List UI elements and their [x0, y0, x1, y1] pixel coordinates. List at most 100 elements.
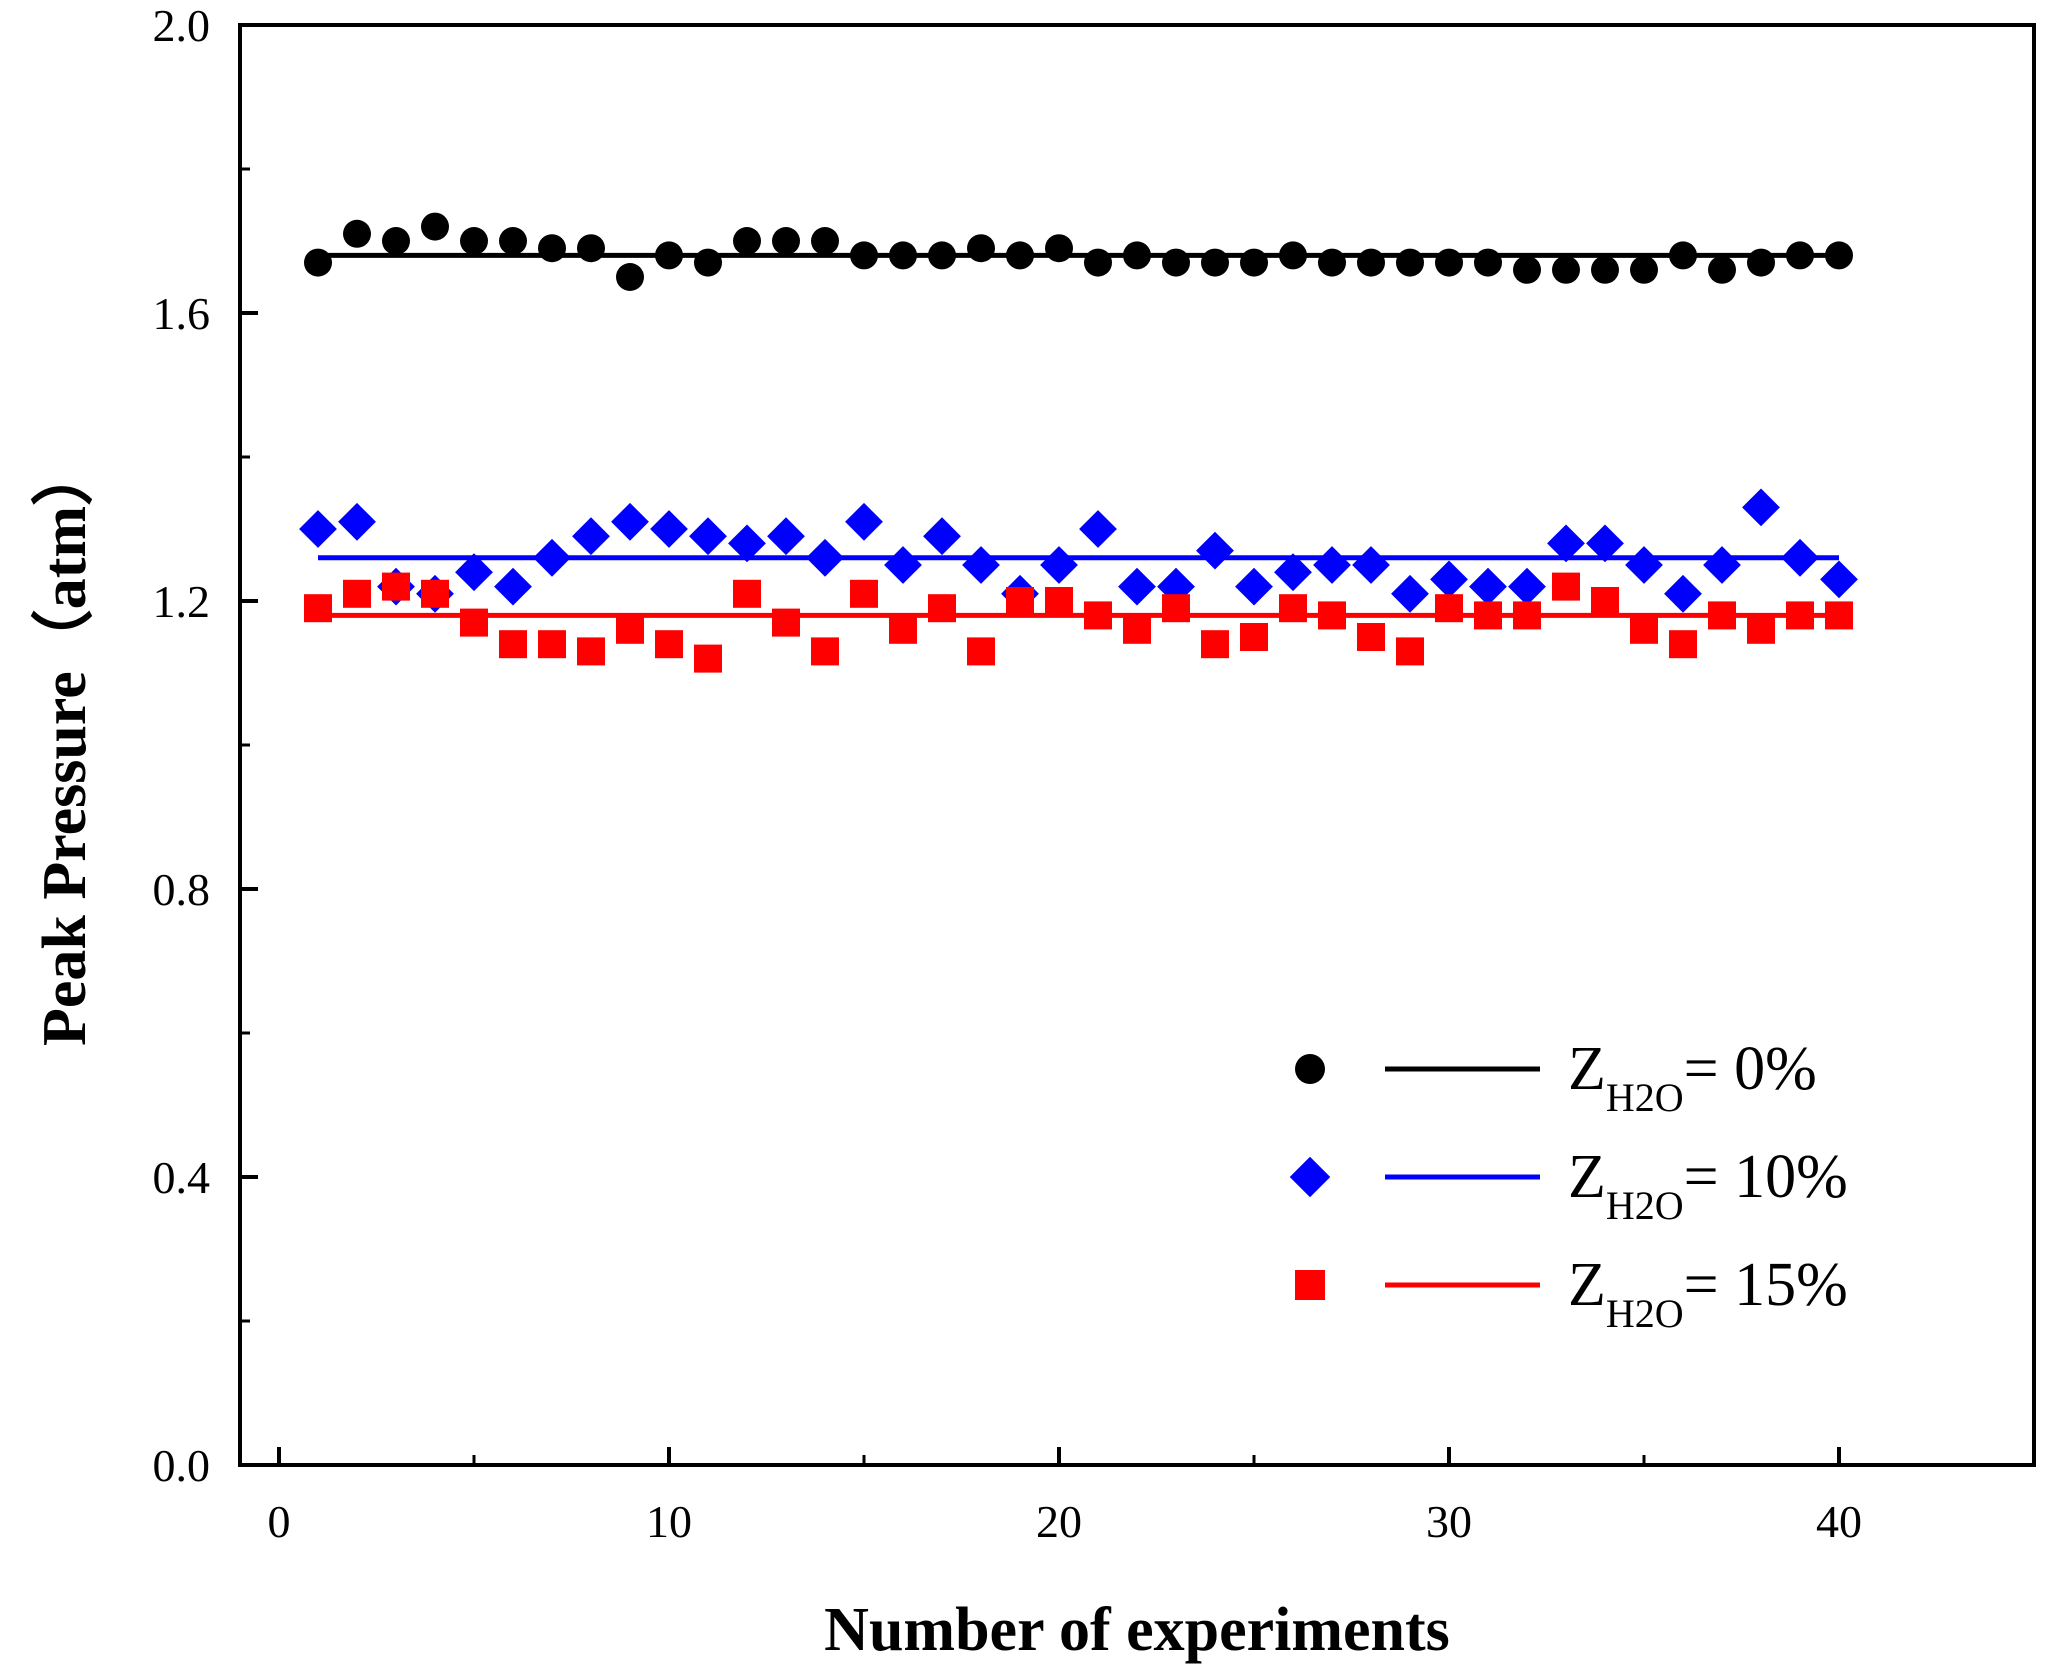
data-point-diamond: [1703, 546, 1741, 584]
data-point-diamond: [1742, 488, 1780, 527]
data-point-square: [382, 572, 410, 601]
x-tick-label: 0: [268, 1496, 291, 1547]
data-point-circle: [655, 241, 683, 270]
data-point-diamond: [884, 546, 922, 584]
data-point-square: [1708, 601, 1736, 630]
data-point-square: [772, 608, 800, 637]
data-point-circle: [850, 241, 878, 270]
data-point-square: [343, 579, 371, 608]
x-tick-label: 20: [1036, 1496, 1082, 1547]
data-point-circle: [382, 227, 410, 255]
data-point-diamond: [923, 517, 961, 556]
data-point-square: [1045, 587, 1073, 615]
data-point-circle: [733, 227, 761, 255]
axes-ticks: 0.0 0.4 0.8 1.2 1.6 2.0 0 10 20 30 40: [153, 0, 1863, 1547]
data-point-diamond: [1469, 567, 1507, 606]
data-point-square: [1513, 601, 1541, 630]
data-point-circle: [1162, 248, 1190, 277]
data-point-diamond: [1313, 546, 1351, 584]
data-point-square: [304, 594, 332, 623]
data-point-diamond: [767, 517, 805, 556]
y-tick-label: 0.4: [153, 1152, 211, 1203]
data-point-circle: [343, 219, 371, 248]
data-point-diamond: [572, 517, 610, 556]
data-point-square: [1295, 1270, 1325, 1300]
data-point-diamond: [1274, 553, 1312, 592]
data-point-diamond: [299, 510, 337, 548]
y-tick-label: 2.0: [153, 0, 211, 51]
data-point-diamond: [1508, 567, 1546, 606]
y-axis-title: Peak Pressure（atm）: [29, 444, 99, 1046]
data-point-square: [967, 637, 995, 666]
data-point-circle: [967, 234, 995, 263]
data-point-square: [499, 630, 527, 659]
data-point-square: [1084, 601, 1112, 630]
data-point-diamond: [1079, 510, 1117, 548]
data-point-square: [1630, 615, 1658, 644]
data-point-circle: [1825, 241, 1853, 270]
data-point-diamond: [1352, 546, 1390, 584]
data-point-square: [1552, 572, 1580, 601]
data-point-circle: [304, 248, 332, 277]
data-point-diamond: [455, 553, 493, 592]
data-point-diamond: [533, 538, 571, 577]
data-point-square: [1396, 637, 1424, 666]
legend-label: ZH2O= 15%: [1568, 1251, 1848, 1336]
data-point-square: [928, 594, 956, 623]
data-point-square: [1123, 615, 1151, 644]
data-point-diamond: [1040, 546, 1078, 584]
data-point-circle: [1279, 241, 1307, 270]
data-point-diamond: [962, 546, 1000, 584]
data-point-circle: [889, 241, 917, 270]
data-point-circle: [1006, 241, 1034, 270]
data-point-circle: [421, 212, 449, 241]
data-point-circle: [1295, 1054, 1325, 1084]
data-point-square: [1240, 623, 1268, 651]
data-point-circle: [1591, 255, 1619, 284]
data-point-circle: [1123, 241, 1151, 270]
y-tick-label: 0.0: [153, 1440, 211, 1491]
data-point-diamond: [338, 502, 376, 541]
data-point-circle: [1396, 248, 1424, 277]
legend-label: ZH2O= 10%: [1568, 1143, 1848, 1228]
data-point-circle: [499, 227, 527, 255]
y-tick-label: 1.2: [153, 576, 211, 627]
data-point-circle: [1435, 248, 1463, 277]
data-point-circle: [577, 234, 605, 263]
data-point-square: [655, 630, 683, 659]
x-tick-label: 40: [1816, 1496, 1862, 1547]
data-point-diamond: [1586, 524, 1624, 563]
data-point-circle: [811, 227, 839, 255]
data-point-square: [1825, 601, 1853, 630]
data-point-square: [733, 579, 761, 608]
data-point-diamond: [611, 502, 649, 541]
data-point-square: [1591, 587, 1619, 615]
data-point-square: [1006, 587, 1034, 615]
x-tick-label: 30: [1426, 1496, 1472, 1547]
data-point-diamond: [1391, 574, 1429, 613]
data-point-diamond: [845, 502, 883, 541]
data-point-square: [1201, 630, 1229, 659]
data-point-circle: [1747, 248, 1775, 277]
data-point-circle: [772, 227, 800, 255]
data-point-diamond: [806, 538, 844, 577]
data-point-diamond: [1196, 531, 1234, 570]
data-point-diamond: [650, 510, 688, 548]
data-point-square: [1435, 594, 1463, 623]
data-point-diamond: [1430, 560, 1468, 599]
data-markers: [299, 212, 1858, 673]
fit-lines: [318, 252, 1839, 618]
data-point-circle: [1708, 255, 1736, 284]
data-point-diamond: [1781, 538, 1819, 577]
data-point-circle: [1474, 248, 1502, 277]
legend-label: ZH2O= 0%: [1568, 1035, 1817, 1120]
data-point-circle: [1357, 248, 1385, 277]
data-point-diamond: [1235, 567, 1273, 606]
data-point-circle: [1084, 248, 1112, 277]
data-point-square: [811, 637, 839, 666]
data-point-circle: [694, 248, 722, 277]
data-point-circle: [460, 227, 488, 255]
data-point-square: [694, 644, 722, 673]
data-point-square: [460, 608, 488, 637]
x-tick-label: 10: [646, 1496, 692, 1547]
